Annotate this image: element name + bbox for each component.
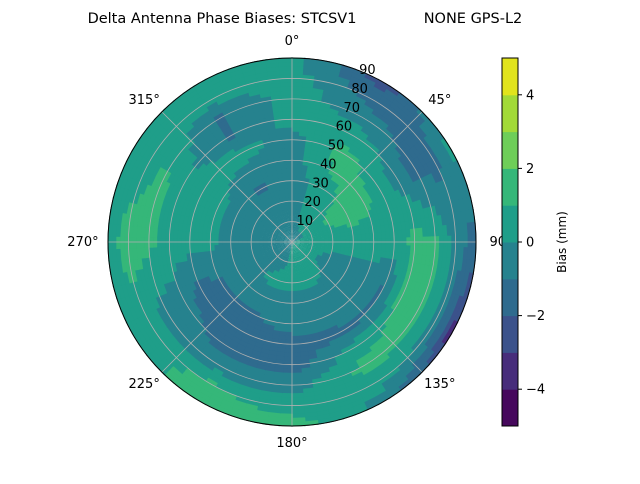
colorbar-tick-label: 2 [526, 162, 534, 177]
radial-tick-label: 70 [343, 101, 360, 116]
colorbar: −4 −2 0 2 4 [502, 58, 545, 427]
angular-tick-label: 315° [129, 93, 160, 108]
colorbar-band [502, 389, 518, 426]
colorbar-band [502, 58, 518, 95]
radial-tick-label: 90 [359, 63, 376, 78]
radial-tick-label: 80 [351, 82, 368, 97]
angular-tick-label: 135° [424, 377, 455, 392]
colorbar-label: Bias (mm) [555, 211, 569, 273]
polar-grid [108, 58, 476, 426]
colorbar-band [502, 279, 518, 316]
colorbar-tick-label: 0 [526, 236, 534, 251]
colorbar-band [502, 316, 518, 353]
radial-tick-label: 30 [312, 176, 329, 191]
colorbar-band [502, 95, 518, 132]
angular-tick-label: 45° [428, 93, 451, 108]
radial-tick-label: 50 [328, 139, 345, 154]
angular-tick-label: 270° [67, 235, 98, 250]
angular-tick-label: 225° [129, 377, 160, 392]
angular-tick-label: 0° [285, 34, 300, 49]
colorbar-tick-label: −4 [526, 383, 545, 398]
radial-tick-label: 10 [297, 214, 314, 229]
colorbar-band [502, 205, 518, 242]
angular-tick-label: 180° [276, 436, 307, 451]
colorbar-band [502, 132, 518, 169]
colorbar-band [502, 168, 518, 205]
colorbar-band [502, 242, 518, 279]
radial-tick-label: 60 [336, 120, 353, 135]
colorbar-tick-label: −2 [526, 309, 545, 324]
chart-title: Delta Antenna Phase Biases: STCSV1 [88, 11, 357, 27]
colorbar-band [502, 352, 518, 389]
radial-tick-label: 20 [304, 195, 321, 210]
radial-tick-label: 40 [320, 157, 337, 172]
chart-title-right: NONE GPS-L2 [424, 11, 523, 27]
colorbar-tick-label: 4 [526, 88, 534, 103]
